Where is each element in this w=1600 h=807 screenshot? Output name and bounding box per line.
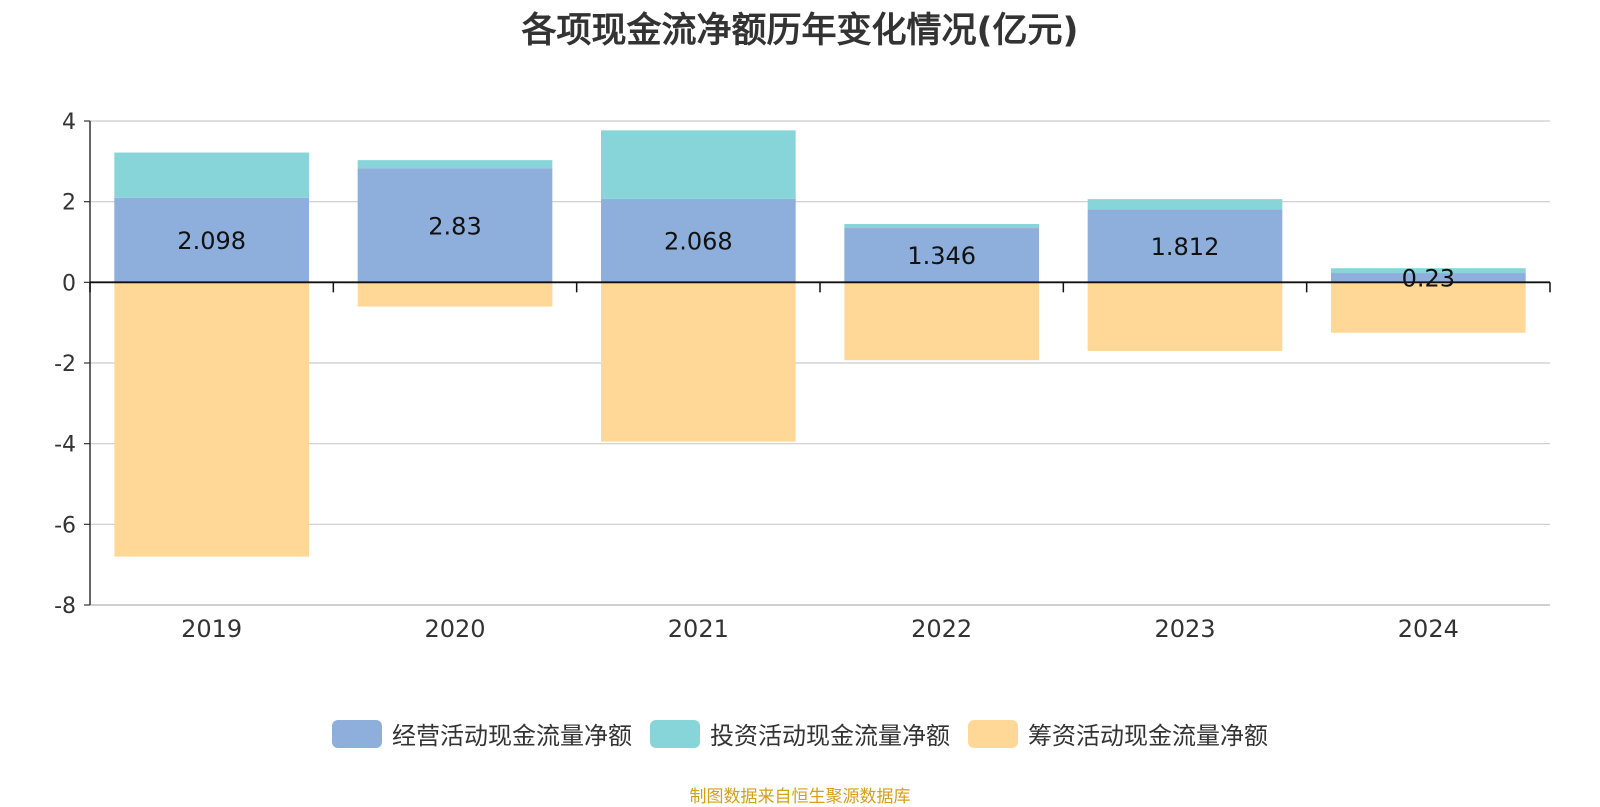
legend-item-investing[interactable]: 投资活动现金流量净额 [650,716,950,751]
y-tick-label: 0 [62,271,76,296]
x-tick-label: 2020 [424,615,485,643]
bar-investing-2021[interactable] [601,130,796,199]
bar-operating-2024[interactable] [1331,273,1526,283]
data-labels: 2.098 2.83 2.068 1.346 1.812 0.23 [177,212,1455,292]
grid-lines [90,120,1550,606]
legend-swatch-financing [968,719,1018,748]
legend-item-operating[interactable]: 经营活动现金流量净额 [332,716,632,751]
x-tick-label: 2022 [911,615,972,643]
bar-operating-2021[interactable] [601,198,796,283]
data-label-2021: 2.068 [664,228,733,256]
bar-financing-2021[interactable] [601,282,796,442]
bar-financing-2024[interactable] [1331,282,1526,333]
legend-label-investing: 投资活动现金流量净额 [710,722,950,750]
data-source-note: 制图数据来自恒生聚源数据库 [689,787,911,807]
bar-financing-2022[interactable] [844,282,1039,361]
legend-label-financing: 筹资活动现金流量净额 [1028,722,1268,750]
bar-investing-2019[interactable] [114,152,309,198]
bar-financing-2023[interactable] [1087,282,1283,351]
bar-operating-2023[interactable] [1087,209,1283,283]
x-tick-label: 2019 [181,615,242,643]
data-label-2019: 2.098 [177,227,246,255]
y-tick-label: -6 [54,513,76,538]
data-label-2024: 0.23 [1402,265,1455,293]
bar-operating-2020[interactable] [357,168,553,283]
y-tick-label: -4 [54,433,76,458]
axes: 4 2 0 -2 -4 -6 -8 2019 2020 2021 2022 2023 2024 [54,110,1551,643]
bar-financing-2020[interactable] [357,282,553,307]
bar-financing-2019[interactable] [114,282,309,557]
bar-investing-2024[interactable] [1331,268,1526,274]
y-tick-label: 4 [62,110,76,135]
x-tick-label: 2023 [1154,615,1215,643]
bar-investing-2023[interactable] [1087,199,1283,210]
bar-investing-2022[interactable] [844,224,1039,229]
x-tick-label: 2024 [1398,615,1459,643]
data-label-2023: 1.812 [1151,233,1220,261]
y-tick-label: 2 [62,191,76,216]
bar-investing-2020[interactable] [357,160,553,169]
data-label-2022: 1.346 [907,242,976,270]
chart-title: 各项现金流净额历年变化情况(亿元) [521,11,1079,51]
legend-item-financing[interactable]: 筹资活动现金流量净额 [968,716,1268,751]
bars [114,130,1526,557]
legend-swatch-investing [650,719,700,748]
y-tick-label: -8 [54,594,76,619]
x-tick-label: 2021 [668,615,729,643]
bar-operating-2022[interactable] [844,228,1039,283]
data-label-2020: 2.83 [428,212,481,240]
legend-swatch-operating [332,719,382,748]
legend-label-operating: 经营活动现金流量净额 [392,722,632,750]
legend: 经营活动现金流量净额 投资活动现金流量净额 筹资活动现金流量净额 [0,716,1600,751]
y-tick-label: -2 [54,352,76,377]
bar-operating-2019[interactable] [114,197,309,283]
chart-plot: 4 2 0 -2 -4 -6 -8 2019 2020 2021 2022 2023 2024 2.09… [54,110,1551,643]
